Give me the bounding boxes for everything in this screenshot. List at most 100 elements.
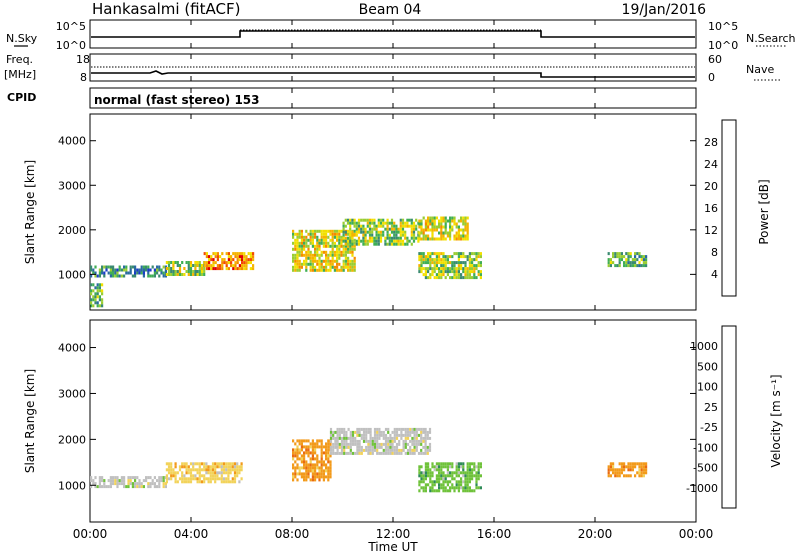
data-cell <box>471 252 474 256</box>
data-cell <box>142 271 145 275</box>
data-cell <box>342 233 345 237</box>
data-cell <box>316 235 319 239</box>
data-cell <box>318 460 321 464</box>
data-cell <box>384 239 387 243</box>
data-cell <box>162 482 165 486</box>
data-cell <box>109 268 112 272</box>
data-cell <box>612 471 615 475</box>
data-cell <box>462 267 465 271</box>
data-cell <box>457 273 460 277</box>
data-cell <box>329 475 332 479</box>
data-cell <box>187 273 190 276</box>
data-cell <box>371 436 374 440</box>
data-cell <box>98 295 101 299</box>
data-cell <box>466 237 469 241</box>
data-cell <box>642 474 645 478</box>
data-cell <box>429 267 432 271</box>
data-cell <box>320 460 323 464</box>
data-cell <box>298 262 301 266</box>
x-tick-label: 00:00 <box>73 527 108 541</box>
data-cell <box>378 427 381 431</box>
data-cell <box>362 227 365 231</box>
data-cell <box>181 261 184 264</box>
data-cell <box>238 468 241 472</box>
data-cell <box>112 268 115 272</box>
data-cell <box>311 235 314 239</box>
x-axis: 00:00 04:00 08:00 12:00 16:00 20:00 00:00 <box>73 20 713 541</box>
data-cell <box>353 241 356 245</box>
data-cell <box>422 439 425 443</box>
data-cell <box>249 267 252 271</box>
data-cell <box>236 474 239 478</box>
data-cell <box>203 474 206 478</box>
data-cell <box>362 430 366 434</box>
data-cell <box>431 471 434 475</box>
data-cell <box>170 267 173 270</box>
x-tick-label: 16:00 <box>477 527 512 541</box>
data-cell <box>178 468 182 472</box>
data-cell <box>444 225 447 229</box>
data-cell <box>444 237 447 241</box>
data-cell <box>296 466 299 470</box>
data-cell <box>449 462 452 466</box>
data-cell <box>453 276 456 280</box>
data-cell <box>466 477 469 481</box>
data-cell <box>236 258 239 262</box>
data-cell <box>220 474 223 478</box>
data-cell <box>340 448 344 452</box>
data-cell <box>98 289 101 293</box>
data-cell <box>303 235 306 239</box>
data-cell <box>404 433 407 437</box>
data-cell <box>346 218 350 222</box>
data-cell <box>170 273 173 276</box>
data-cell <box>367 439 370 443</box>
data-cell <box>360 436 363 440</box>
data-cell <box>460 264 463 268</box>
data-cell <box>415 218 418 222</box>
data-cell <box>399 224 402 228</box>
data-cell <box>438 252 441 256</box>
data-cell <box>142 274 145 278</box>
data-cell <box>453 477 456 481</box>
data-cell <box>336 430 339 434</box>
data-cell <box>427 261 430 265</box>
data-cell <box>422 255 425 259</box>
data-cell <box>435 252 438 256</box>
data-cell <box>129 482 132 486</box>
data-cell <box>462 252 465 256</box>
nave-tick-top: 60 <box>708 53 722 66</box>
data-cell <box>329 472 332 476</box>
data-cell <box>153 268 156 272</box>
data-cell <box>360 218 363 222</box>
data-cell <box>176 270 179 273</box>
data-cell <box>170 468 173 472</box>
data-cell <box>427 462 430 466</box>
data-cell <box>243 258 246 262</box>
data-cell <box>140 268 143 272</box>
data-cell <box>183 462 186 466</box>
data-cell <box>136 485 139 489</box>
data-cell <box>442 219 445 223</box>
data-cell <box>609 468 612 472</box>
data-cell <box>365 427 368 431</box>
data-cell <box>638 252 641 256</box>
data-cell <box>320 268 323 272</box>
data-cell <box>358 427 361 431</box>
data-cell <box>347 259 350 263</box>
data-cell <box>107 265 110 269</box>
data-cell <box>477 273 480 277</box>
data-cell <box>449 276 452 280</box>
data-cell <box>336 229 339 233</box>
data-cell <box>200 273 204 276</box>
data-cell <box>398 427 401 431</box>
data-cell <box>336 442 339 446</box>
data-cell <box>292 463 295 467</box>
data-cell <box>127 485 130 489</box>
data-cell <box>453 237 456 241</box>
data-cell <box>395 239 398 243</box>
data-cell <box>189 273 193 276</box>
data-cell <box>109 485 112 489</box>
data-cell <box>340 445 344 449</box>
data-cell <box>325 448 328 452</box>
data-cell <box>473 267 476 271</box>
